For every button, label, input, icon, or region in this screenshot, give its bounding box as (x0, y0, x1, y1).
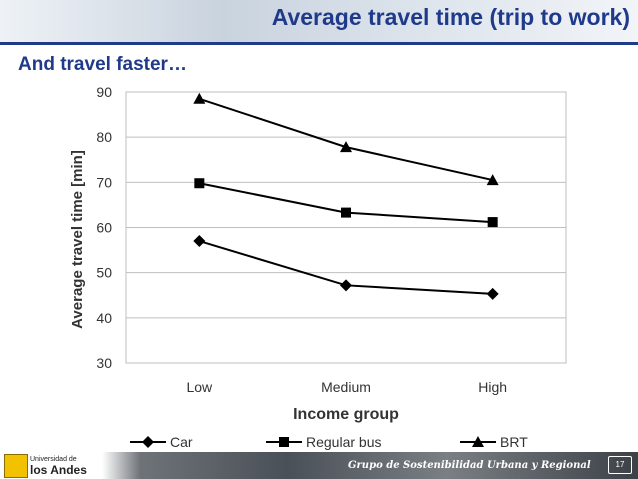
plot-area-border (125, 91, 567, 364)
header-bar (0, 0, 638, 42)
legend-label-car: Car (170, 434, 193, 450)
data-point-brt-medium (340, 141, 352, 153)
legend-label-brt: BRT (500, 434, 528, 450)
page-number: 17 (608, 456, 632, 474)
footer-bar (0, 452, 638, 479)
y-tick-label-90: 90 (96, 84, 112, 100)
series-line-brt (199, 97, 493, 182)
y-tick-label-50: 50 (96, 265, 112, 281)
slide-title: Average travel time (trip to work) (271, 4, 630, 30)
legend-marker-brt (472, 436, 484, 447)
university-logo (4, 454, 28, 478)
y-axis-label: Average travel time [min] (69, 150, 86, 329)
y-tick-label-40: 40 (96, 310, 112, 326)
data-point-car-medium (340, 279, 352, 292)
travel-time-chart: 30 40 50 60 70 80 90 Low Medium High Income group A… (69, 84, 567, 450)
legend-marker-regular-bus (279, 437, 289, 447)
data-point-brt-high (486, 174, 499, 186)
data-point-regular-bus-medium (341, 207, 351, 218)
x-tick-label-low: Low (186, 379, 213, 395)
slide-subtitle: And travel faster… (18, 54, 187, 75)
university-name-line1: Universidad de (30, 456, 77, 463)
data-point-car-low (193, 235, 206, 248)
group-name: Grupo de Sostenibilidad Urbana y Regiona… (348, 460, 591, 471)
data-point-car-high (486, 287, 499, 300)
y-tick-label-70: 70 (96, 174, 112, 190)
x-axis-label: Income group (293, 406, 399, 423)
legend-marker-car (142, 436, 154, 448)
y-tick-label-60: 60 (96, 220, 112, 236)
legend-label-regular-bus: Regular bus (306, 434, 382, 450)
y-tick-label-80: 80 (96, 129, 112, 145)
y-tick-label-30: 30 (96, 355, 112, 371)
header-rule (0, 42, 638, 45)
x-tick-label-high: High (478, 379, 507, 395)
x-tick-label-medium: Medium (321, 379, 371, 395)
data-point-regular-bus-low (194, 178, 205, 189)
university-name-line2: los Andes (30, 463, 87, 477)
data-point-regular-bus-high (487, 217, 498, 228)
data-point-brt-low (193, 92, 206, 104)
